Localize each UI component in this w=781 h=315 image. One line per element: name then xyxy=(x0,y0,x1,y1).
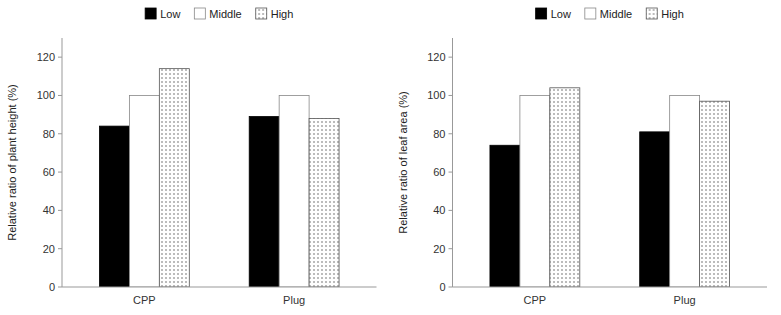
y-tick xyxy=(449,287,453,288)
bar xyxy=(550,88,580,287)
y-axis-label: Relative ratio of leaf area (%) xyxy=(397,91,409,233)
y-tick-label: 60 xyxy=(43,166,55,178)
y-axis-label: Relative ratio of plant height (%) xyxy=(6,84,18,241)
bar xyxy=(309,118,339,287)
y-tick-label: 60 xyxy=(433,166,445,178)
bar xyxy=(129,95,159,287)
y-tick xyxy=(449,248,453,249)
y-tick-label: 20 xyxy=(43,243,55,255)
y-tick xyxy=(58,210,62,211)
legend-swatch xyxy=(145,8,156,19)
legend: Low Middle High xyxy=(536,8,684,20)
figure: 0 20 40 60 80 100 120 CPP Plug Relative ratio of … xyxy=(0,0,781,315)
y-axis xyxy=(452,38,453,287)
y-tick-label: 80 xyxy=(43,128,55,140)
bar xyxy=(159,69,189,287)
legend: Low Middle High xyxy=(145,8,293,20)
bar xyxy=(670,95,700,287)
y-tick xyxy=(449,133,453,134)
bar xyxy=(279,95,309,287)
y-tick xyxy=(58,57,62,58)
legend-swatch xyxy=(585,8,596,19)
y-tick xyxy=(449,95,453,96)
bar xyxy=(99,126,129,287)
y-tick-label: 0 xyxy=(49,281,55,293)
y-tick-label: 40 xyxy=(43,204,55,216)
legend-swatch xyxy=(194,8,205,19)
y-tick xyxy=(449,172,453,173)
legend-label: High xyxy=(661,8,684,20)
legend-swatch xyxy=(256,8,267,19)
legend-label: Middle xyxy=(209,8,241,20)
x-axis xyxy=(62,287,377,288)
x-axis xyxy=(453,287,768,288)
bars xyxy=(490,88,730,287)
y-axis xyxy=(62,38,63,287)
y-tick-label: 40 xyxy=(433,204,445,216)
y-tick xyxy=(58,287,62,288)
y-tick-label: 80 xyxy=(433,128,445,140)
y-tick xyxy=(58,172,62,173)
bars xyxy=(99,69,339,287)
y-tick xyxy=(449,57,453,58)
bar xyxy=(700,101,730,287)
y-tick-label: 100 xyxy=(37,89,55,101)
x-tick-label: CPP xyxy=(133,294,156,306)
y-tick-label: 100 xyxy=(427,89,445,101)
legend-swatch xyxy=(646,8,657,19)
legend-label: Low xyxy=(160,8,180,20)
y-tick xyxy=(58,95,62,96)
y-tick-label: 120 xyxy=(427,51,445,63)
bar xyxy=(520,95,550,287)
legend-label: Middle xyxy=(600,8,632,20)
y-tick-label: 0 xyxy=(439,281,445,293)
bar xyxy=(490,145,520,287)
x-tick-label: Plug xyxy=(283,294,305,306)
bar xyxy=(249,117,279,287)
y-tick xyxy=(449,210,453,211)
legend-label: High xyxy=(271,8,294,20)
legend-swatch xyxy=(536,8,547,19)
y-tick-label: 20 xyxy=(433,243,445,255)
x-tick-label: CPP xyxy=(524,294,547,306)
y-tick xyxy=(58,133,62,134)
y-tick xyxy=(58,248,62,249)
bar xyxy=(640,132,670,287)
legend-label: Low xyxy=(551,8,571,20)
y-tick-label: 120 xyxy=(37,51,55,63)
x-tick-label: Plug xyxy=(674,294,696,306)
